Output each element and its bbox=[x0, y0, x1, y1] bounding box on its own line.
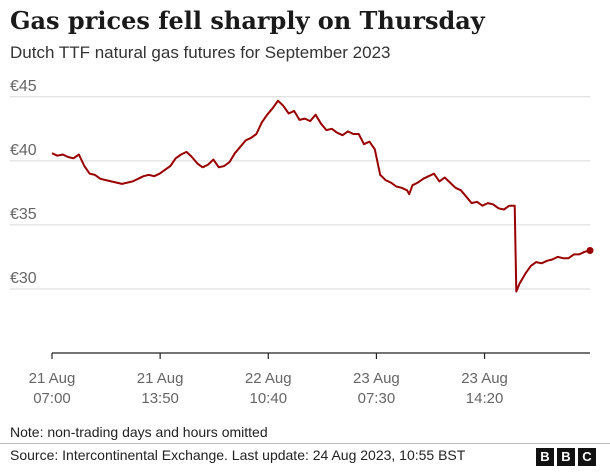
y-tick-label: €30 bbox=[10, 270, 37, 287]
line-chart: €30 €35 €40 €45 21 Aug 07:00 21 Aug 13:50 22 Aug… bbox=[10, 78, 594, 407]
chart-subtitle: Dutch TTF natural gas futures for Septem… bbox=[10, 43, 391, 62]
y-tick-label: €35 bbox=[10, 206, 37, 223]
series-end-point bbox=[586, 247, 594, 255]
chart-title: Gas prices fell sharply on Thursday bbox=[10, 6, 485, 35]
x-tick-label-time: 10:40 bbox=[250, 390, 288, 407]
x-tick-label-date: 21 Aug bbox=[137, 370, 184, 387]
x-tick-label-time: 14:20 bbox=[466, 390, 504, 407]
x-tick-label-date: 21 Aug bbox=[29, 370, 76, 387]
source-credit: Source: Intercontinental Exchange. Last … bbox=[10, 447, 466, 463]
x-tick-label-time: 13:50 bbox=[141, 390, 179, 407]
footer-divider bbox=[0, 443, 610, 444]
logo-letter-b2: B bbox=[557, 448, 575, 466]
y-tick-label: €45 bbox=[10, 78, 37, 95]
logo-letter-b1: B bbox=[536, 448, 554, 466]
x-tick-label-date: 23 Aug bbox=[461, 370, 508, 387]
logo-letter-c: C bbox=[578, 448, 596, 466]
x-tick-label-time: 07:30 bbox=[358, 390, 396, 407]
series-line bbox=[51, 99, 591, 293]
chart-note: Note: non-trading days and hours omitted bbox=[10, 424, 268, 440]
x-tick-label-time: 07:00 bbox=[33, 390, 71, 407]
y-tick-label: €40 bbox=[10, 142, 37, 159]
x-tick-label-date: 22 Aug bbox=[245, 370, 292, 387]
bbc-logo: B B C bbox=[536, 448, 596, 466]
x-tick-label-date: 23 Aug bbox=[353, 370, 400, 387]
